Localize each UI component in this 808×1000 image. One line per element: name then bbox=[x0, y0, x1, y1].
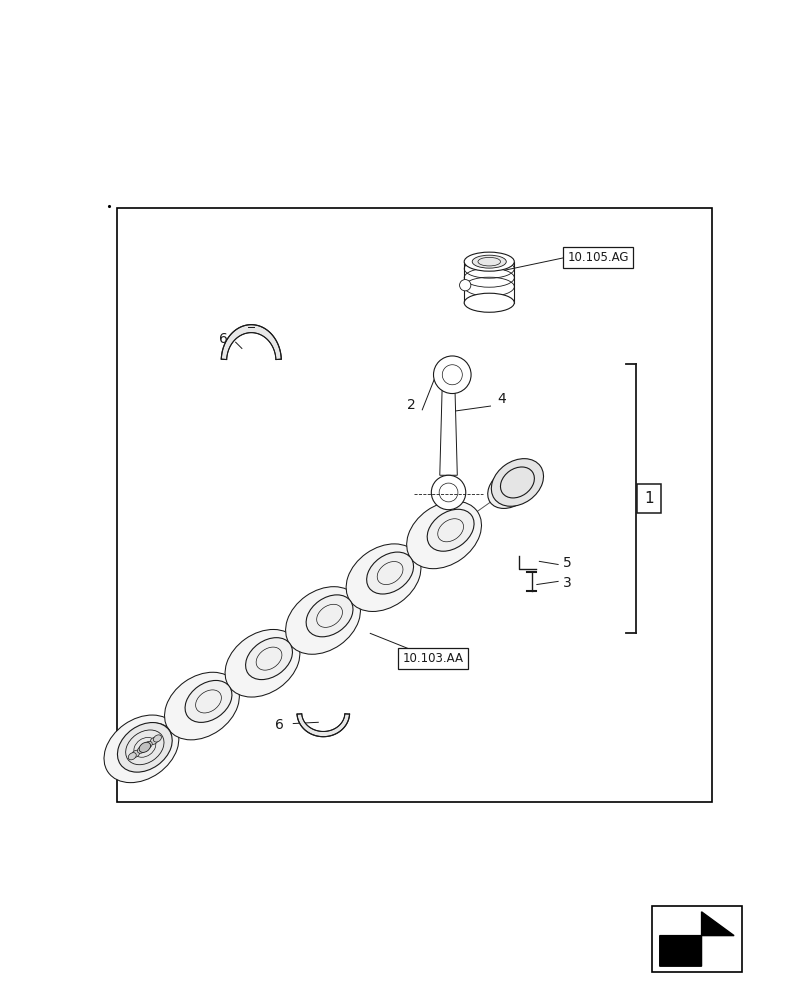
Ellipse shape bbox=[464, 293, 515, 312]
Polygon shape bbox=[297, 714, 350, 737]
Ellipse shape bbox=[126, 730, 164, 765]
Ellipse shape bbox=[187, 693, 217, 720]
Ellipse shape bbox=[247, 650, 277, 677]
Ellipse shape bbox=[126, 735, 157, 762]
Ellipse shape bbox=[346, 544, 421, 611]
Text: 4: 4 bbox=[498, 392, 506, 406]
Ellipse shape bbox=[185, 680, 232, 722]
Ellipse shape bbox=[285, 587, 360, 654]
Ellipse shape bbox=[308, 607, 338, 634]
Ellipse shape bbox=[117, 723, 172, 772]
Ellipse shape bbox=[137, 746, 145, 753]
Text: 6: 6 bbox=[275, 718, 284, 732]
Text: 3: 3 bbox=[563, 576, 572, 590]
Ellipse shape bbox=[132, 750, 140, 757]
Ellipse shape bbox=[246, 638, 292, 680]
Ellipse shape bbox=[367, 552, 414, 594]
Ellipse shape bbox=[427, 509, 474, 551]
Ellipse shape bbox=[144, 741, 152, 749]
Ellipse shape bbox=[488, 467, 535, 508]
Ellipse shape bbox=[306, 595, 353, 637]
Text: 1: 1 bbox=[644, 491, 654, 506]
Polygon shape bbox=[440, 383, 457, 475]
Ellipse shape bbox=[134, 737, 156, 757]
Polygon shape bbox=[221, 325, 281, 360]
Ellipse shape bbox=[406, 501, 482, 569]
Ellipse shape bbox=[491, 459, 544, 506]
Ellipse shape bbox=[128, 753, 137, 760]
Text: 10.105.AG: 10.105.AG bbox=[567, 251, 629, 264]
Ellipse shape bbox=[464, 252, 515, 271]
Text: 6: 6 bbox=[219, 332, 228, 346]
Ellipse shape bbox=[154, 735, 162, 742]
Text: 10.103.AA: 10.103.AA bbox=[402, 652, 463, 665]
Text: 2: 2 bbox=[406, 398, 415, 412]
Ellipse shape bbox=[225, 629, 300, 697]
Ellipse shape bbox=[104, 715, 179, 783]
Ellipse shape bbox=[124, 723, 171, 765]
Ellipse shape bbox=[472, 255, 507, 268]
Ellipse shape bbox=[165, 672, 239, 740]
Ellipse shape bbox=[431, 475, 465, 510]
Ellipse shape bbox=[434, 356, 471, 394]
Text: 5: 5 bbox=[563, 556, 572, 570]
Ellipse shape bbox=[460, 280, 471, 291]
Ellipse shape bbox=[368, 564, 398, 591]
Ellipse shape bbox=[429, 521, 459, 548]
Ellipse shape bbox=[500, 467, 534, 498]
Ellipse shape bbox=[139, 742, 150, 752]
Ellipse shape bbox=[150, 737, 158, 744]
Polygon shape bbox=[660, 912, 734, 966]
